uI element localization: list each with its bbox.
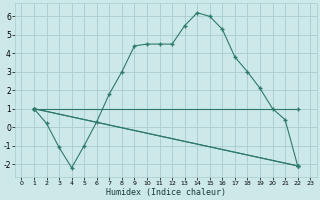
X-axis label: Humidex (Indice chaleur): Humidex (Indice chaleur) <box>106 188 226 197</box>
